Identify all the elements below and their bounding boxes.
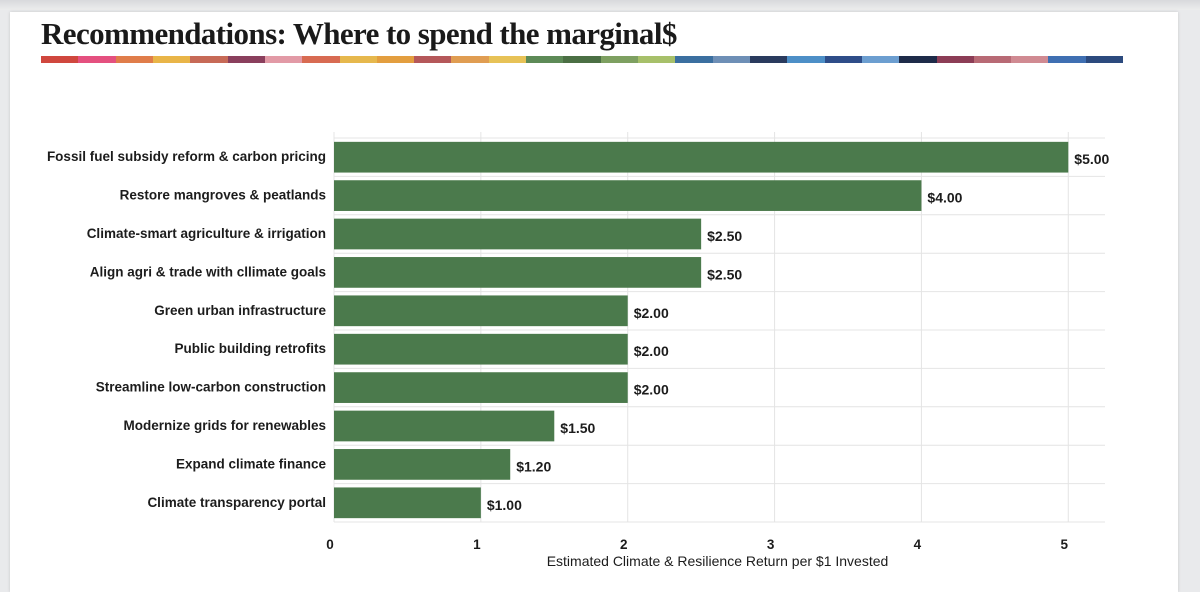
color-band-segment: [451, 56, 489, 63]
color-band-segment: [302, 56, 340, 63]
data-label: $4.00: [927, 190, 962, 206]
color-band-segment: [600, 56, 638, 63]
data-label: $5.00: [1074, 151, 1109, 167]
color-band-segment: [1011, 56, 1049, 63]
color-band-segment: [414, 56, 452, 63]
color-band-segment: [824, 56, 862, 63]
bar: [334, 372, 628, 403]
x-tick-label: 2: [620, 537, 628, 552]
category-label: Fossil fuel subsidy reform & carbon pric…: [47, 149, 326, 164]
color-band-segment: [899, 56, 937, 63]
bar: [334, 487, 481, 519]
color-band-segment: [1085, 56, 1124, 63]
color-band-segment: [376, 56, 415, 63]
slide-title: Recommendations: Where to spend the marg…: [41, 16, 677, 51]
data-label: $2.50: [707, 228, 742, 244]
color-band-segment: [78, 56, 116, 63]
category-label: Streamline low-carbon construction: [96, 380, 326, 395]
color-band-segment: [41, 56, 79, 63]
data-label: $1.00: [487, 497, 522, 513]
color-band-segment: [488, 56, 527, 63]
x-tick-label: 4: [914, 537, 922, 552]
decorative-color-band: [41, 56, 1124, 63]
data-label: $2.50: [707, 266, 742, 282]
color-band-segment: [675, 56, 713, 63]
x-tick-label: 3: [767, 537, 775, 552]
color-band-segment: [264, 56, 303, 63]
x-tick-label: 1: [473, 537, 481, 552]
data-label: $1.20: [516, 458, 551, 474]
color-band-segment: [973, 56, 1012, 63]
color-band-segment: [1048, 56, 1086, 63]
data-label: $2.00: [634, 305, 669, 321]
color-band-segment: [115, 56, 153, 63]
window-top-strip: [0, 0, 1200, 10]
x-axis-title: Estimated Climate & Resilience Return pe…: [546, 553, 889, 569]
color-band-segment: [190, 56, 228, 63]
x-tick-label: 0: [326, 537, 334, 552]
color-band-segment: [712, 56, 750, 63]
color-band-segment: [227, 56, 265, 63]
color-band-segment: [638, 56, 676, 63]
bar: [334, 180, 922, 211]
category-label: Climate transparency portal: [147, 495, 326, 510]
color-band-segment: [526, 56, 564, 63]
color-band-segment: [339, 56, 377, 63]
color-band-segment: [787, 56, 825, 63]
bar: [334, 295, 628, 327]
bar: [334, 141, 1069, 173]
color-band-segment: [749, 56, 788, 63]
color-band-segment: [563, 56, 601, 63]
bar: [334, 257, 702, 288]
category-label: Modernize grids for renewables: [123, 418, 326, 433]
category-label: Expand climate finance: [176, 456, 327, 471]
data-label: $2.00: [634, 382, 669, 398]
color-band-segment: [936, 56, 974, 63]
data-label: $2.00: [634, 343, 669, 359]
category-label: Align agri & trade with cllimate goals: [90, 264, 326, 279]
data-label: $1.50: [560, 420, 595, 436]
category-label: Green urban infrastructure: [154, 303, 326, 318]
category-label: Public building retrofits: [175, 341, 327, 356]
bar: [334, 218, 702, 250]
bar: [334, 449, 511, 480]
bar: [334, 333, 628, 365]
color-band-segment: [152, 56, 191, 63]
category-label: Restore mangroves & peatlands: [120, 188, 326, 203]
bar: [334, 410, 555, 442]
color-band-segment: [861, 56, 900, 63]
category-label: Climate-smart agriculture & irrigation: [87, 226, 326, 241]
x-tick-label: 5: [1061, 537, 1069, 552]
